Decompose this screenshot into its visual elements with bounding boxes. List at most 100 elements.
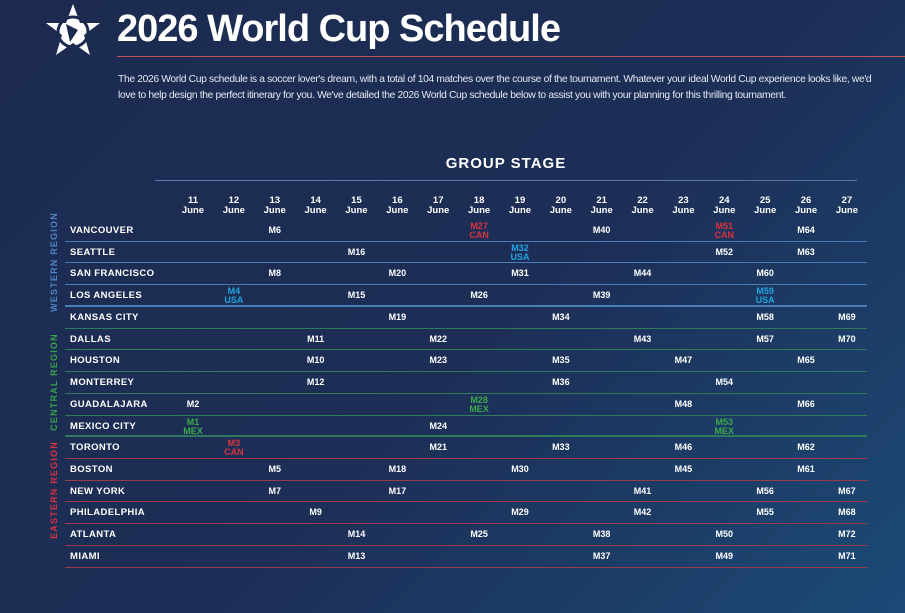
match-number: M62 <box>797 442 815 453</box>
match-cell: M46 <box>663 443 703 452</box>
city-name: SEATTLE <box>70 246 116 258</box>
row-divider <box>65 414 867 416</box>
match-number: M61 <box>797 464 815 475</box>
day-number: 12 <box>228 195 240 206</box>
match-cell: M42 <box>623 508 663 517</box>
match-number: M39 <box>592 290 611 301</box>
match-cell: M63 <box>786 246 826 257</box>
table-row: KANSAS CITY M19 M34 M58 M69 <box>65 307 867 329</box>
date-header: 24 June <box>704 196 744 216</box>
match-cell: M67 <box>827 486 867 496</box>
group-stage-divider <box>155 180 857 181</box>
match-cell: M25 <box>459 530 499 539</box>
date-header: 26 June <box>786 196 826 216</box>
city-name: KANSAS CITY <box>70 311 139 323</box>
match-cell: M24 <box>418 420 458 431</box>
match-cell: M11 <box>296 334 336 344</box>
month-label: June <box>345 205 368 216</box>
match-cell: M16 <box>336 247 376 257</box>
match-cell: M66 <box>786 399 826 409</box>
date-header: 25 June <box>745 196 785 216</box>
day-number: 22 <box>637 195 648 206</box>
city-name: TORONTO <box>70 442 120 454</box>
city-name: DALLAS <box>70 333 111 345</box>
match-number: M52 <box>715 246 734 257</box>
match-cell: M54 <box>704 378 744 387</box>
match-number: M24 <box>429 420 447 431</box>
match-cell: M70 <box>827 333 867 344</box>
month-label: June <box>304 205 327 216</box>
match-number: M4 <box>227 286 241 297</box>
match-cell: M57 <box>745 334 785 344</box>
match-number: M8 <box>268 268 281 279</box>
row-divider <box>65 349 867 351</box>
month-label: June <box>794 205 818 216</box>
day-number: 14 <box>310 195 321 206</box>
match-number: M3 <box>227 438 241 449</box>
host-nation: MEX <box>183 425 203 436</box>
match-number: M40 <box>592 225 611 235</box>
match-cell: M5 <box>255 465 295 474</box>
match-cell: M32 USA <box>500 243 540 262</box>
host-nation: USA <box>224 295 244 306</box>
match-number: M15 <box>347 290 366 301</box>
date-header: 18 June <box>459 196 499 216</box>
city-name: PHILADELPHIA <box>70 507 145 519</box>
table-row: PHILADELPHIA M9 M29 M42 M55 M68 <box>65 502 867 525</box>
date-header: 19 June <box>500 196 540 216</box>
match-cell: M45 <box>663 465 703 474</box>
match-cell: M65 <box>786 356 826 365</box>
match-cell: M36 <box>541 378 581 387</box>
match-number: M47 <box>674 355 693 366</box>
match-cell: M10 <box>296 356 336 365</box>
host-nation: USA <box>510 251 530 262</box>
match-cell: M33 <box>541 443 581 452</box>
match-cell: M20 <box>377 269 417 278</box>
table-row: DALLAS M11 M22 M43 M57 M70 <box>65 329 867 351</box>
month-label: June <box>508 205 532 216</box>
host-nation: MEX <box>714 425 735 436</box>
table-row: TORONTO M3 CAN M21 M33 M46 M62 <box>65 437 867 459</box>
match-number: M21 <box>429 442 447 453</box>
row-divider <box>65 566 867 568</box>
match-number: M59 <box>756 286 774 297</box>
host-nation: CAN <box>469 230 489 240</box>
match-cell: M19 <box>377 312 417 322</box>
match-number: M18 <box>388 464 407 475</box>
day-number: 21 <box>596 195 607 206</box>
star-logo-icon <box>46 4 100 55</box>
date-header: 16 June <box>377 196 417 216</box>
match-cell: M64 <box>786 226 826 235</box>
table-row: MIAMI M13 M37 M49 M71 <box>65 546 867 568</box>
match-number: M5 <box>268 464 281 475</box>
day-number: 17 <box>432 195 444 206</box>
match-cell: M39 <box>582 291 622 300</box>
month-label: June <box>467 205 491 216</box>
row-divider <box>65 262 867 264</box>
match-number: M34 <box>552 311 570 322</box>
match-cell: M52 <box>704 246 744 257</box>
match-number: M10 <box>306 355 325 366</box>
city-name: GUADALAJARA <box>70 398 148 410</box>
host-nation: MEX <box>469 403 489 414</box>
table-row: SEATTLE M16 M32 USA M52 M63 <box>65 242 867 264</box>
date-header: 23 June <box>663 196 703 216</box>
match-number: M63 <box>797 246 815 257</box>
month-label: June <box>222 205 245 216</box>
match-number: M22 <box>429 333 447 344</box>
row-divider <box>65 240 867 242</box>
match-cell: M62 <box>786 443 826 452</box>
match-number: M58 <box>756 311 774 322</box>
row-divider <box>65 479 867 481</box>
match-number: M30 <box>511 464 529 475</box>
city-name: SAN FRANCISCO <box>70 268 155 280</box>
match-number: M70 <box>838 333 856 344</box>
match-number: M38 <box>592 529 611 540</box>
match-cell: M53 MEX <box>704 417 744 436</box>
match-number: M42 <box>633 507 652 518</box>
row-divider <box>65 544 867 546</box>
match-cell: M40 <box>582 226 622 235</box>
month-label: June <box>713 205 736 216</box>
region-label-central: CENTRAL REGION <box>49 333 59 431</box>
match-cell: M41 <box>623 486 663 496</box>
